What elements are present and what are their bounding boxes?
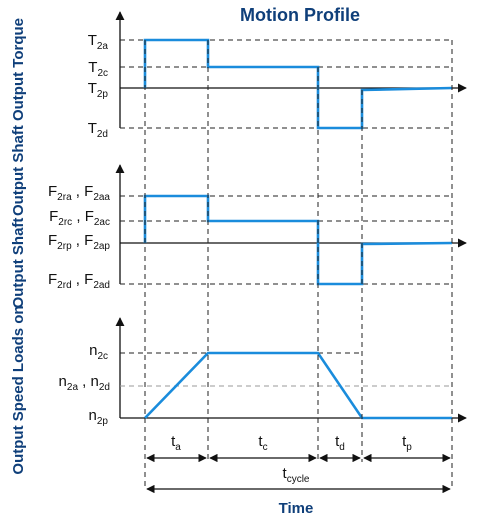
speed-label-n2a-n2d: n2a , n2d [59,373,110,393]
torque-label-t2p: T2p [88,80,109,100]
side-label-loads: Output Shaft [10,218,27,309]
side-label-speed: Output Speed Loads on [10,305,27,474]
cycle-label: tcycle [283,465,310,485]
torque-label-t2a: T2a [88,32,109,52]
phase-boundaries [144,40,453,490]
torque-panel: T2a T2c T2p T2d [88,11,467,140]
side-label-torque: Output Shaft Output Torque [10,18,27,216]
phase-label-tp: tp [402,433,412,453]
load-label-f2rc: F2rc , F2ac [49,208,110,228]
load-label-f2ra: F2ra , F2aa [48,183,110,203]
speed-profile-line [144,351,452,420]
torque-profile-line [143,38,453,130]
torque-label-t2d: T2d [88,120,108,140]
speed-panel: n2c n2a , n2d n2p [59,317,467,427]
phase-label-td: td [335,433,345,453]
torque-label-t2c: T2c [88,59,108,79]
phase-label-tc: tc [258,433,267,453]
diagram-title: Motion Profile [240,5,360,25]
speed-label-n2c: n2c [89,342,108,362]
load-panel: F2ra , F2aa F2rc , F2ac F2rp , F2ap F2rd… [48,164,467,291]
speed-label-n2p: n2p [89,407,109,427]
load-profile-line [143,194,453,286]
load-label-f2rd: F2rd , F2ad [48,271,110,291]
load-label-f2rp: F2rp , F2ap [48,232,110,252]
x-axis-label: Time [279,500,314,517]
phase-label-ta: ta [171,433,181,453]
phase-arrows: ta tc td tp tcycle [146,433,451,494]
